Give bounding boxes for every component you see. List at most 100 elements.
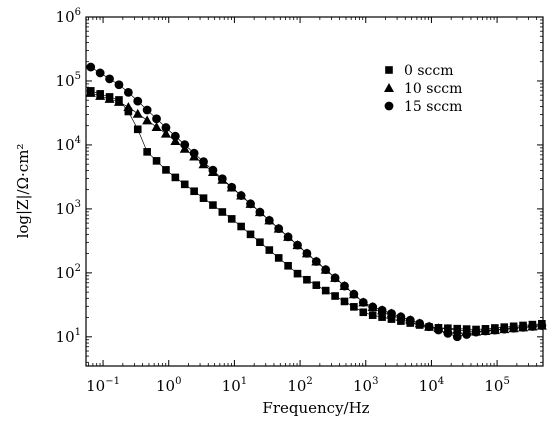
data-point — [528, 322, 537, 331]
data-point — [255, 207, 265, 217]
data-point — [133, 125, 142, 134]
data-point — [284, 261, 292, 270]
data-point — [303, 275, 311, 284]
data-point — [86, 62, 96, 72]
y-tick-label: 102 — [56, 263, 81, 282]
y-tick-label: 105 — [56, 71, 81, 90]
axis-ticks: 10−1 100 101 102 103 104 105 101 102 103 104 105 106 — [56, 7, 543, 395]
data-point — [85, 87, 96, 97]
data-point — [104, 93, 115, 103]
data-point — [424, 322, 434, 332]
data-point — [180, 180, 189, 189]
data-point — [170, 131, 180, 141]
legend-marker — [384, 83, 394, 92]
data-point — [246, 199, 255, 209]
data-point — [350, 303, 358, 311]
data-point — [161, 123, 171, 132]
data-point — [378, 313, 386, 321]
data-point — [256, 238, 264, 247]
data-point — [349, 289, 359, 299]
series-2 — [86, 62, 547, 342]
data-point — [95, 90, 106, 100]
data-point — [143, 148, 151, 156]
data-point — [452, 324, 463, 334]
legend-marker — [384, 101, 394, 111]
data-point — [218, 208, 227, 216]
data-point — [387, 315, 396, 323]
data-point — [283, 232, 293, 242]
data-point — [217, 174, 227, 184]
y-tick-label: 101 — [56, 327, 81, 346]
data-point — [368, 311, 377, 319]
data-point — [162, 166, 170, 174]
data-point — [462, 330, 472, 339]
x-tick-label: 105 — [484, 376, 509, 395]
data-point — [123, 87, 133, 97]
data-point — [490, 325, 500, 335]
series-line — [90, 66, 542, 338]
data-point — [499, 324, 509, 334]
data-point — [142, 105, 152, 115]
data-point — [312, 281, 321, 289]
data-point — [443, 328, 453, 338]
legend-label: 15 sccm — [404, 99, 462, 115]
data-point — [340, 281, 349, 291]
data-point — [199, 157, 208, 167]
x-tick-label: 103 — [353, 376, 378, 395]
data-point — [452, 332, 462, 342]
data-point — [302, 248, 312, 258]
x-tick-label: 104 — [419, 376, 444, 395]
data-point — [160, 128, 171, 138]
data-point — [396, 312, 406, 322]
data-point — [208, 165, 218, 175]
data-point — [180, 140, 190, 150]
data-point — [293, 269, 302, 278]
data-point — [95, 68, 105, 78]
x-tick-label: 10−1 — [86, 376, 120, 395]
x-axis-label: Frequency/Hz — [262, 399, 369, 417]
data-point — [311, 257, 321, 266]
data-point — [537, 321, 547, 330]
data-point — [246, 230, 255, 239]
data-point — [171, 173, 180, 182]
x-tick-label: 101 — [222, 376, 247, 395]
y-tick-label: 106 — [56, 7, 81, 26]
y-tick-label: 103 — [56, 199, 81, 218]
data-point — [509, 323, 519, 333]
x-tick-label: 102 — [287, 376, 312, 395]
data-point — [152, 157, 161, 165]
data-point — [133, 96, 143, 106]
data-point — [274, 254, 283, 262]
data-point — [132, 108, 143, 118]
data-marks — [85, 62, 547, 342]
data-point — [471, 327, 481, 337]
data-point — [114, 80, 124, 90]
data-point — [293, 240, 302, 250]
y-tick-label: 104 — [56, 135, 81, 154]
data-point — [209, 201, 217, 209]
x-tick-label: 100 — [156, 376, 181, 395]
data-point — [518, 322, 528, 332]
data-point — [434, 325, 443, 335]
legend-label: 0 sccm — [404, 63, 454, 79]
data-point — [330, 273, 340, 283]
data-point — [264, 215, 274, 225]
data-point — [387, 309, 396, 318]
legend-label: 10 sccm — [404, 81, 462, 97]
data-point — [265, 246, 274, 254]
data-point — [152, 114, 161, 124]
data-point — [151, 121, 162, 131]
data-point — [358, 297, 368, 307]
data-point — [199, 194, 208, 202]
data-point — [105, 74, 114, 84]
data-point — [274, 224, 284, 234]
plot-frame — [85, 16, 544, 367]
data-point — [227, 215, 236, 223]
y-axis-label: log|Z|/Ω·cm² — [14, 144, 32, 239]
data-point — [123, 102, 134, 112]
data-point — [237, 222, 245, 231]
series-1 — [85, 87, 547, 336]
data-point — [405, 315, 415, 325]
